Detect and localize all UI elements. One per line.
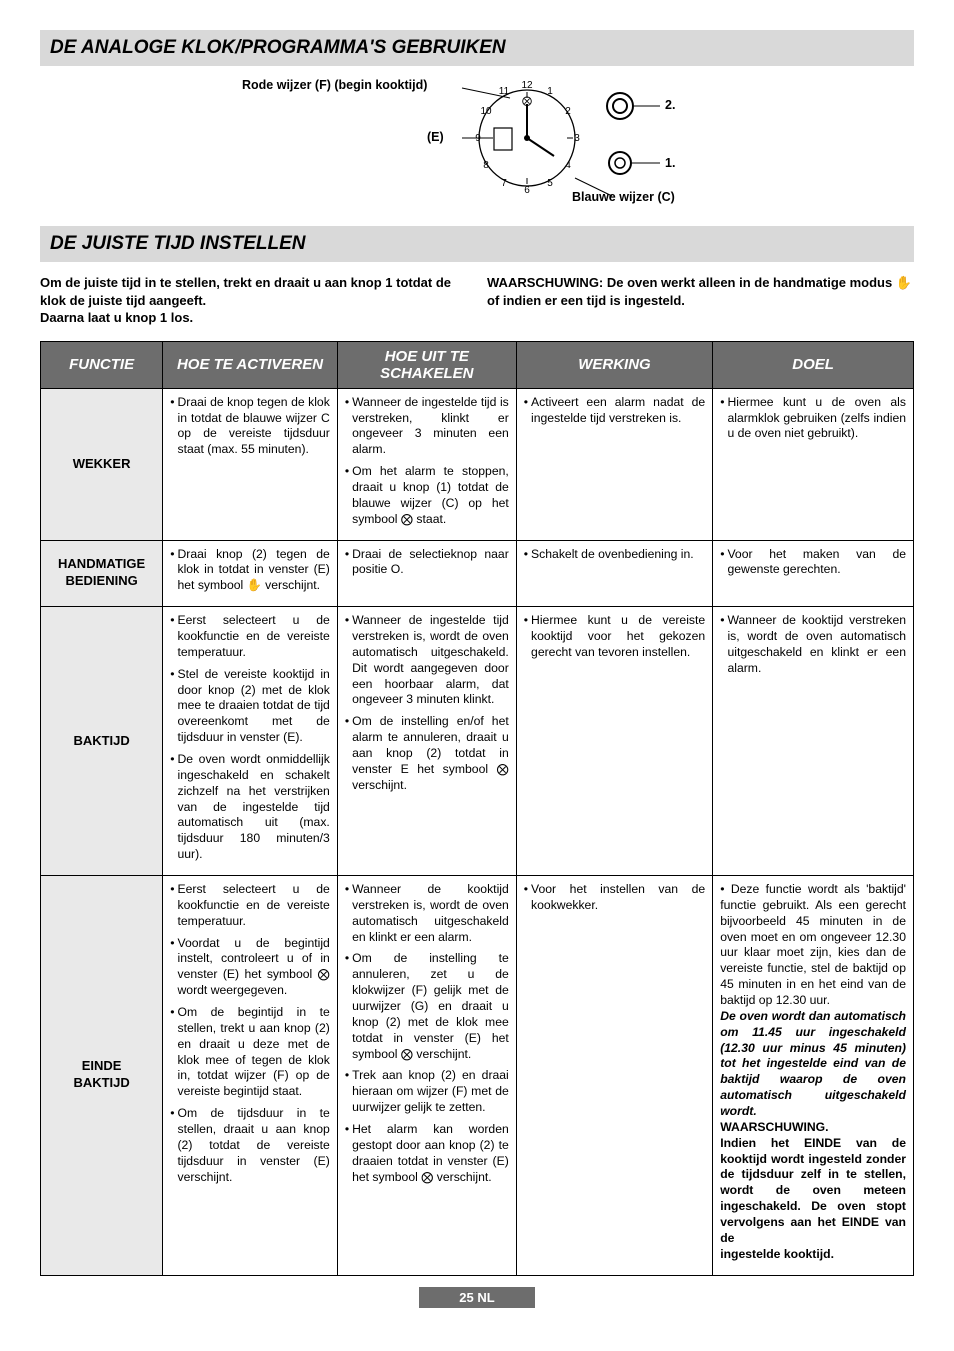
table-row: BAKTIJD•Eerst selecteert u de kookfuncti…	[41, 607, 914, 876]
row-name: BAKTIJD	[41, 607, 163, 876]
cell-activate: •Eerst selecteert u de kookfunctie en de…	[163, 607, 338, 876]
instruction-row: Om de juiste tijd in te stellen, trekt e…	[40, 274, 914, 327]
svg-text:12: 12	[521, 80, 533, 91]
label-knob-1: 1.	[665, 156, 675, 170]
cell-deactivate: •Wanneer de ingestelde tijd is verstreke…	[337, 388, 516, 540]
instruction-right: WAARSCHUWING: De oven werkt alleen in de…	[487, 274, 914, 327]
label-rode-wijzer: Rode wijzer (F) (begin kooktijd)	[242, 78, 427, 92]
svg-text:8: 8	[483, 160, 489, 171]
cell-purpose: •Voor het maken van de gewenste gerechte…	[713, 540, 914, 607]
page-footer: 25 NL	[40, 1290, 914, 1305]
row-name: EINDEBAKTIJD	[41, 875, 163, 1275]
cell-deactivate: •Draai de selectieknop naar positie O.	[337, 540, 516, 607]
instr-right-line1: WAARSCHUWING: De oven werkt alleen in de…	[487, 275, 892, 290]
cell-activate: •Draai de knop tegen de klok in totdat d…	[163, 388, 338, 540]
section-header-time: DE JUISTE TIJD INSTELLEN	[40, 226, 914, 262]
cell-working: •Schakelt de ovenbediening in.	[516, 540, 712, 607]
function-table: FUNCTIE HOE TE ACTIVEREN HOE UIT TE SCHA…	[40, 341, 914, 1276]
page-number: 25 NL	[419, 1287, 534, 1308]
th-activeren: HOE TE ACTIVEREN	[163, 341, 338, 388]
cell-working: •Voor het instellen van de kookwekker.	[516, 875, 712, 1275]
cell-deactivate: •Wanneer de ingestelde tijd verstreken i…	[337, 607, 516, 876]
label-knob-2: 2.	[665, 98, 675, 112]
table-row: EINDEBAKTIJD•Eerst selecteert u de kookf…	[41, 875, 914, 1275]
cell-purpose: • Deze functie wordt als 'baktijd' funct…	[713, 875, 914, 1275]
cell-activate: •Draai knop (2) tegen de klok in totdat …	[163, 540, 338, 607]
instr-right-line2: of indien er een tijd is ingesteld.	[487, 293, 685, 308]
table-header-row: FUNCTIE HOE TE ACTIVEREN HOE UIT TE SCHA…	[41, 341, 914, 388]
svg-text:4: 4	[565, 160, 571, 171]
label-e: (E)	[427, 130, 444, 144]
clock-diagram-container: 12 1 2 3 4 5 6 7 8 9 10 11 ⨂	[40, 78, 914, 208]
cell-working: •Hiermee kunt u de vereiste kooktijd voo…	[516, 607, 712, 876]
clock-svg: 12 1 2 3 4 5 6 7 8 9 10 11 ⨂	[262, 78, 692, 208]
svg-text:3: 3	[574, 133, 580, 144]
svg-text:2: 2	[565, 106, 571, 117]
cell-activate: •Eerst selecteert u de kookfunctie en de…	[163, 875, 338, 1275]
instr-left-line1: Om de juiste tijd in te stellen, trekt e…	[40, 275, 451, 308]
instruction-left: Om de juiste tijd in te stellen, trekt e…	[40, 274, 467, 327]
th-doel: DOEL	[713, 341, 914, 388]
cell-working: •Activeert een alarm nadat de ingestelde…	[516, 388, 712, 540]
cell-purpose: •Wanneer de kooktijd verstreken is, word…	[713, 607, 914, 876]
table-row: HANDMATIGEBEDIENING•Draai knop (2) tegen…	[41, 540, 914, 607]
svg-text:7: 7	[501, 178, 507, 189]
clock-diagram: 12 1 2 3 4 5 6 7 8 9 10 11 ⨂	[262, 78, 692, 208]
th-functie: FUNCTIE	[41, 341, 163, 388]
label-blauwe-wijzer: Blauwe wijzer (C)	[572, 190, 675, 204]
svg-text:11: 11	[499, 86, 510, 97]
hand-icon: ✋	[896, 275, 912, 290]
section-header-clock: DE ANALOGE KLOK/PROGRAMMA'S GEBRUIKEN	[40, 30, 914, 66]
row-name: WEKKER	[41, 388, 163, 540]
th-uitschakelen: HOE UIT TE SCHAKELEN	[337, 341, 516, 388]
instr-left-line2: Daarna laat u knop 1 los.	[40, 310, 193, 325]
svg-text:6: 6	[524, 185, 530, 196]
cell-deactivate: •Wanneer de kooktijd verstreken is, word…	[337, 875, 516, 1275]
row-name: HANDMATIGEBEDIENING	[41, 540, 163, 607]
table-row: WEKKER•Draai de knop tegen de klok in to…	[41, 388, 914, 540]
svg-text:1: 1	[547, 86, 553, 97]
svg-text:5: 5	[547, 178, 553, 189]
cell-purpose: •Hiermee kunt u de oven als alarmklok ge…	[713, 388, 914, 540]
th-werking: WERKING	[516, 341, 712, 388]
svg-text:10: 10	[480, 106, 492, 117]
